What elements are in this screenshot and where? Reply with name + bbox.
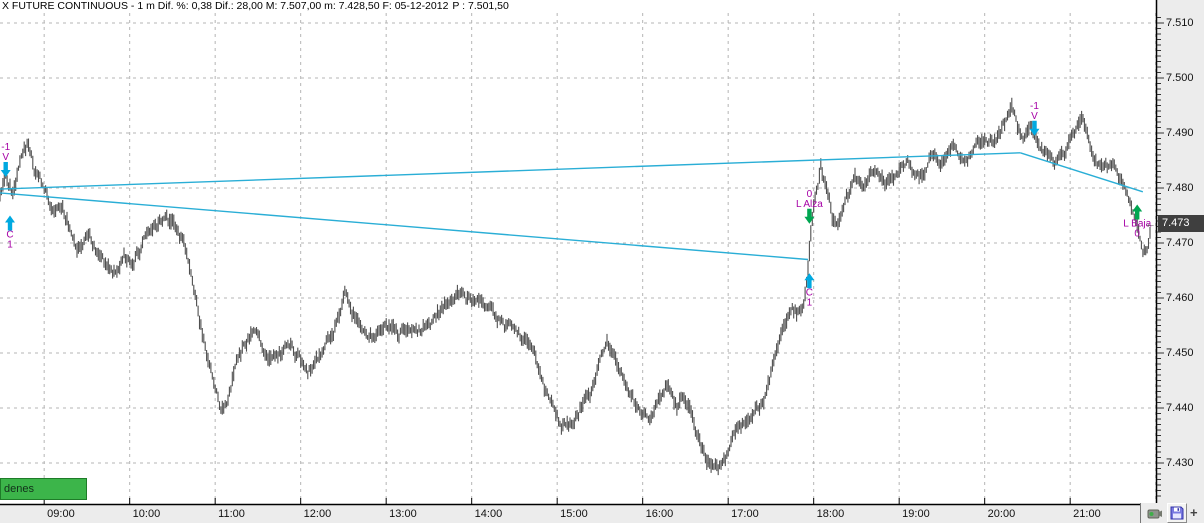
trade-marker-label: C (6, 230, 13, 241)
add-icon[interactable]: + (1190, 505, 1198, 520)
price-axis-label: 7.490 (1166, 127, 1194, 139)
price-axis-label: 7.510 (1166, 17, 1194, 29)
y-ticks (1157, 17, 1164, 497)
last-price-badge: 7.473 (1158, 214, 1204, 232)
settlement-price-text: P : 7.501,50 (452, 0, 509, 12)
trade-marker-label: C (806, 287, 813, 298)
price-axis-label: 7.470 (1166, 237, 1194, 249)
orders-button[interactable]: denes (0, 478, 87, 500)
trade-marker-label: L Baja (1123, 219, 1151, 230)
time-axis-label: 12:00 (303, 508, 332, 520)
trade-marker: 0L Alza (796, 189, 823, 224)
price-axis-label: 7.500 (1166, 72, 1194, 84)
time-axis-label: 18:00 (816, 508, 845, 520)
time-axis-label: 13:00 (389, 508, 417, 520)
price-axis-label: 7.430 (1166, 457, 1194, 469)
trade-marker-label: -1 (1, 142, 10, 153)
price-axis-label: 7.480 (1166, 182, 1194, 194)
time-axis-label: 21:00 (1073, 508, 1101, 520)
camera-icon[interactable] (1144, 503, 1164, 523)
trade-marker-label: 0 (807, 189, 813, 200)
time-axis-label: 14:00 (474, 508, 503, 520)
save-icon[interactable] (1167, 503, 1187, 523)
time-axis-panel[interactable]: 09:00 10:00 11:00 12:00 13:00 14:00 15:00 16:00… (0, 505, 1204, 523)
v-gridlines (43, 13, 1157, 504)
time-axis-label: 19:00 (902, 508, 930, 520)
trend-lines (0, 152, 1144, 261)
time-axis-label: 17:00 (731, 508, 759, 520)
trade-marker: -1V (1029, 101, 1040, 136)
trade-marker-label: L Alza (796, 199, 823, 210)
trade-marker: -1V (0, 142, 11, 177)
trade-marker: C1 (5, 215, 15, 251)
corner-toolbar: + (1140, 503, 1204, 523)
trade-marker-label: 1 (7, 240, 13, 251)
time-axis-label: 16:00 (645, 508, 674, 520)
trade-marker-label: V (1031, 111, 1038, 122)
time-axis-label: 11:00 (218, 508, 245, 520)
time-axis-label: 20:00 (987, 508, 1016, 520)
trade-marker-label: V (2, 152, 9, 163)
chart-title-bar: X FUTURE CONTINUOUS - 1 m Dif. %: 0,38 D… (2, 0, 515, 13)
price-bars (0, 97, 1151, 476)
time-axis-label: 09:00 (47, 508, 75, 520)
last-price-arrow-icon: ← (1145, 217, 1156, 230)
price-axis-label: 7.460 (1166, 292, 1194, 304)
trade-marker-label: -1 (1030, 101, 1039, 112)
x-ticks (43, 498, 1071, 505)
trade-marker: C1 (804, 273, 815, 308)
price-axis-label: 7.450 (1166, 347, 1194, 359)
h-gridlines (0, 22, 1156, 464)
time-axis-label: 15:00 (560, 508, 588, 520)
time-axis-label: 10:00 (132, 508, 161, 520)
price-axis-label: 7.440 (1166, 402, 1194, 414)
symbol-and-stats-text: X FUTURE CONTINUOUS - 1 m Dif. %: 0,38 D… (2, 0, 449, 12)
price-axis-panel[interactable]: 7.510 7.500 7.490 7.480 7.470 7.460 7.450 7.440… (1157, 0, 1204, 523)
trade-marker-label: 1 (807, 297, 813, 308)
trade-marker-label: 0 (1134, 229, 1140, 240)
